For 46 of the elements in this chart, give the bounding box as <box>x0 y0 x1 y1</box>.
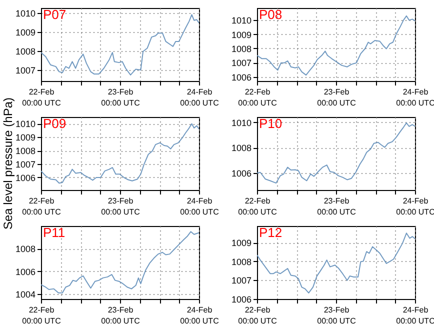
x-tick-label: 23-Feb 00:00 UTC <box>317 196 356 216</box>
y-tick-label: 1009 <box>15 27 36 38</box>
y-tick-label: 1007 <box>15 65 36 76</box>
x-tick-label: 24-Feb 00:00 UTC <box>180 306 220 326</box>
y-tick-label: 1007 <box>15 160 36 170</box>
x-tick-label: 23-Feb 00:00 UTC <box>317 88 356 108</box>
x-tick-label: 22-Feb 00:00 UTC <box>238 196 278 216</box>
y-tick-label: 1006 <box>15 266 36 277</box>
y-tick-label: 1010 <box>15 119 36 130</box>
y-tick-label: 1006 <box>231 294 252 304</box>
y-tick-label: 1009 <box>231 30 252 40</box>
y-tick-label: 1007 <box>231 58 252 68</box>
x-tick-label: 23-Feb 00:00 UTC <box>101 196 140 216</box>
x-tick-label: 24-Feb 00:00 UTC <box>180 196 220 216</box>
x-tick-label: 23-Feb 00:00 UTC <box>101 306 140 326</box>
x-tick-label: 22-Feb 00:00 UTC <box>22 306 62 326</box>
annotation: P10 <box>259 116 282 131</box>
y-tick-label: 1006 <box>231 72 252 82</box>
x-tick-label: 22-Feb 00:00 UTC <box>238 306 278 326</box>
y-tick-label: 1006 <box>15 172 36 183</box>
y-tick-label: 1006 <box>231 168 252 179</box>
annotation: P09 <box>43 116 66 131</box>
x-tick-label: 23-Feb 00:00 UTC <box>101 88 140 108</box>
x-tick-label: 22-Feb 00:00 UTC <box>22 196 62 216</box>
y-tick-label: 1008 <box>231 44 252 54</box>
x-tick-label: 24-Feb 00:00 UTC <box>180 88 220 108</box>
annotation: P12 <box>259 225 282 240</box>
x-tick-label: 22-Feb 00:00 UTC <box>238 88 278 108</box>
y-tick-label: 1008 <box>15 46 36 56</box>
y-tick-label: 1009 <box>15 132 36 143</box>
y-axis-title: Sea level pressure (hPa) <box>1 97 15 230</box>
y-tick-label: 1010 <box>231 16 252 26</box>
y-tick-label: 1010 <box>15 8 36 18</box>
y-tick-label: 1008 <box>15 146 36 156</box>
y-tick-label: 1008 <box>231 256 252 267</box>
y-tick-label: 1010 <box>231 118 252 128</box>
annotation: P08 <box>259 7 282 22</box>
y-tick-label: 1008 <box>231 143 252 154</box>
y-tick-label: 1008 <box>15 244 36 254</box>
x-tick-label: 22-Feb 00:00 UTC <box>22 88 62 108</box>
y-tick-label: 1004 <box>15 289 36 300</box>
y-tick-label: 1009 <box>231 238 252 248</box>
annotation: P11 <box>43 225 66 240</box>
x-tick-label: 23-Feb 00:00 UTC <box>317 306 356 326</box>
y-tick-label: 1007 <box>231 276 252 286</box>
annotation: P07 <box>43 7 66 22</box>
